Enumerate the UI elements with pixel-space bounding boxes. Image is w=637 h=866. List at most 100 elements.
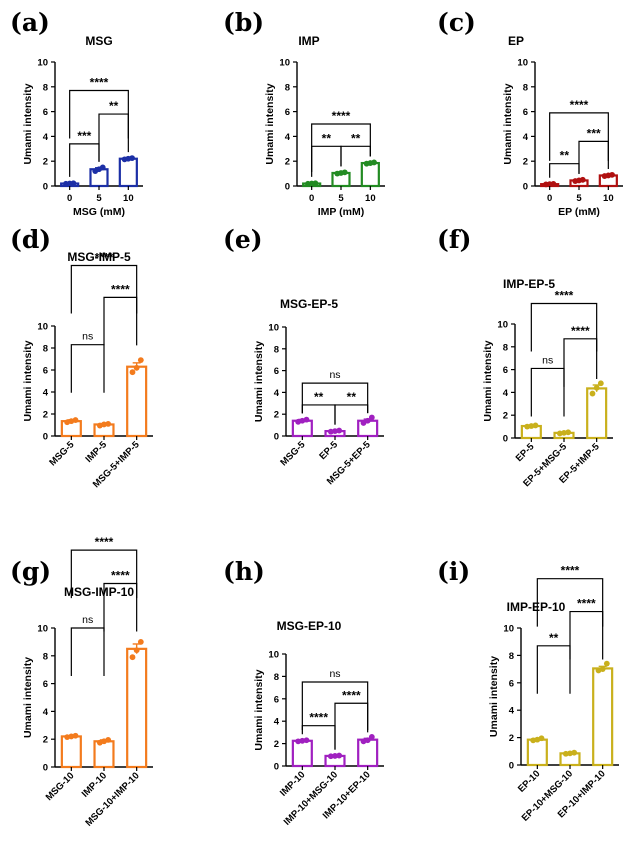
y-tick-label: 2 <box>274 739 279 750</box>
data-point <box>364 417 371 424</box>
data-point <box>312 180 319 187</box>
y-tick-label: 10 <box>503 624 514 635</box>
bar <box>93 740 115 769</box>
x-tick-label: 0 <box>309 193 314 204</box>
chart-title: MSG-EP-5 <box>280 297 338 311</box>
significance-label: **** <box>309 711 328 725</box>
significance-label: **** <box>555 288 574 302</box>
panel-letter: (b) <box>223 8 264 37</box>
y-tick-label: 2 <box>43 410 48 421</box>
significance-label: **** <box>95 535 114 549</box>
bar <box>60 735 82 769</box>
data-point <box>72 732 79 739</box>
data-point <box>571 749 578 756</box>
bar <box>126 647 148 769</box>
y-tick-label: 10 <box>497 320 508 331</box>
significance-label: ** <box>347 390 357 404</box>
data-point <box>105 421 112 427</box>
significance-label: ** <box>314 390 324 404</box>
y-tick-label: 10 <box>517 58 528 69</box>
y-tick-label: 8 <box>509 651 514 662</box>
y-tick-label: 6 <box>43 679 48 690</box>
significance-label: ns <box>329 369 340 381</box>
y-tick-label: 10 <box>37 624 48 635</box>
y-tick-label: 8 <box>523 82 528 93</box>
y-tick-label: 0 <box>274 762 279 773</box>
y-axis-label: Umami intensity <box>22 340 34 421</box>
y-tick-label: 6 <box>43 366 48 377</box>
bar <box>526 738 548 767</box>
data-point <box>129 654 136 661</box>
bar <box>118 157 138 188</box>
y-tick-label: 6 <box>503 365 508 376</box>
data-point <box>72 417 79 423</box>
significance-label: ns <box>329 668 340 680</box>
x-axis-label: EP (mM) <box>558 206 600 218</box>
chart-title: IMP-EP-10 <box>507 600 566 614</box>
data-point <box>303 416 310 423</box>
y-tick-label: 8 <box>43 344 48 355</box>
y-axis-label: Umami intensity <box>253 669 265 750</box>
y-tick-label: 0 <box>285 182 290 193</box>
panel-letter: (a) <box>10 8 50 37</box>
y-axis-label: Umami intensity <box>488 656 500 737</box>
x-tick-label: EP-5 <box>317 439 340 462</box>
y-tick-label: 4 <box>503 388 509 399</box>
significance-label: ** <box>109 99 119 113</box>
significance-label: **** <box>561 564 580 578</box>
x-tick-label: MSG-5 <box>278 439 308 469</box>
data-point <box>133 364 140 371</box>
significance-bracket <box>536 578 604 627</box>
x-tick-label: 5 <box>96 193 102 204</box>
x-tick-label: 5 <box>338 193 344 204</box>
data-point <box>336 427 343 434</box>
data-point <box>562 750 569 757</box>
significance-bracket <box>69 89 129 139</box>
y-tick-label: 10 <box>268 650 279 661</box>
data-point <box>368 733 375 740</box>
panel-letter: (h) <box>223 557 265 586</box>
y-tick-label: 2 <box>43 157 48 168</box>
y-axis-label: Umami intensity <box>22 83 34 164</box>
y-tick-label: 10 <box>37 58 48 69</box>
y-tick-label: 4 <box>509 706 515 717</box>
significance-bracket <box>549 163 580 178</box>
significance-bracket <box>563 338 598 387</box>
data-point <box>371 159 377 166</box>
data-point <box>538 735 545 742</box>
y-tick-label: 10 <box>37 322 48 333</box>
data-point <box>565 429 572 436</box>
y-tick-label: 8 <box>43 82 48 93</box>
y-tick-label: 8 <box>503 342 508 353</box>
x-tick-label: IMP-10 <box>80 770 109 799</box>
panel-letter: (i) <box>437 557 470 586</box>
data-point <box>336 752 343 759</box>
y-tick-label: 2 <box>523 157 528 168</box>
y-tick-label: 4 <box>43 388 49 399</box>
y-axis-label: Umami intensity <box>264 83 276 164</box>
y-tick-label: 8 <box>274 344 279 355</box>
y-axis-label: Umami intensity <box>22 657 34 738</box>
significance-label: **** <box>577 597 596 611</box>
x-axis-label: IMP (mM) <box>318 206 364 218</box>
y-tick-label: 2 <box>509 733 514 744</box>
data-point <box>550 180 557 187</box>
panel-letter: (d) <box>10 225 51 254</box>
significance-bracket <box>70 549 138 599</box>
data-point <box>99 164 106 171</box>
bar <box>586 387 608 440</box>
y-tick-label: 8 <box>43 651 48 662</box>
significance-label: ** <box>560 149 570 163</box>
y-tick-label: 0 <box>523 182 528 193</box>
significance-label: ** <box>549 631 559 645</box>
x-tick-label: IMP-10 <box>278 769 307 798</box>
significance-bracket <box>301 681 369 730</box>
significance-label: **** <box>111 282 130 296</box>
x-tick-label: IMP-5 <box>83 439 109 465</box>
significance-label: *** <box>587 126 601 140</box>
